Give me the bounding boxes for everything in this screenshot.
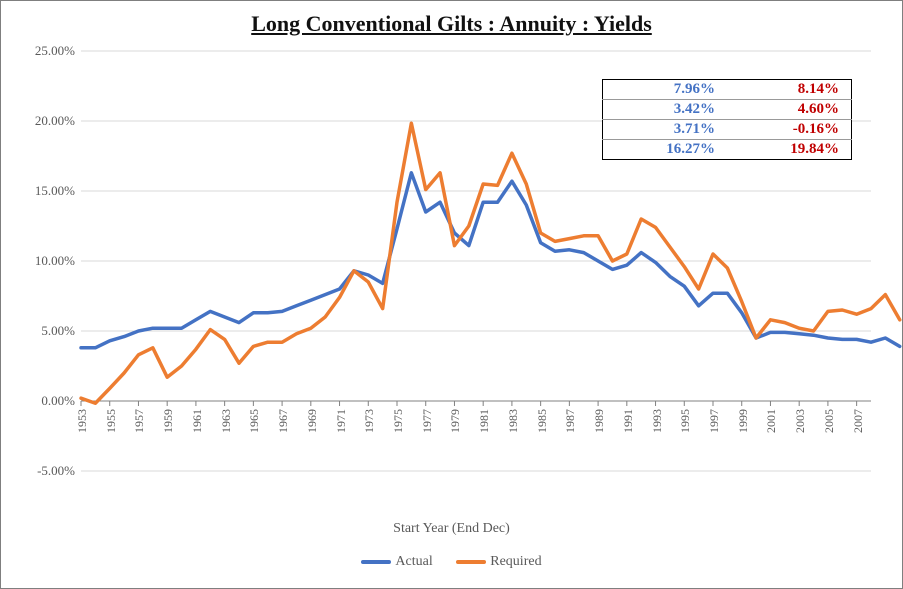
y-tick-label: 20.00% [35,113,75,129]
legend-label-actual: Actual [395,554,432,570]
legend-label-required: Required [490,554,541,570]
chart-title: Long Conventional Gilts : Annuity : Yiel… [1,11,902,37]
x-tick-label: 1993 [650,409,665,433]
y-tick-label: 15.00% [35,183,75,199]
y-tick-label: 5.00% [41,323,75,339]
stats-table: 7.96%8.14%3.42%4.60%3.71%-0.16%16.27%19.… [602,79,852,160]
legend-swatch-actual [361,560,391,564]
stats-cell-actual: 3.42% [603,100,728,120]
x-tick-label: 1959 [161,409,176,433]
x-tick-label: 1983 [506,409,521,433]
x-tick-label: 1987 [563,409,578,433]
stats-row: 16.27%19.84% [603,140,852,160]
x-tick-label: 1999 [736,409,751,433]
x-tick-label: 1975 [391,409,406,433]
stats-cell-required: 8.14% [727,80,852,100]
stats-row: 3.42%4.60% [603,100,852,120]
x-tick-label: 1989 [592,409,607,433]
x-tick-label: 1985 [535,409,550,433]
x-tick-label: 1963 [219,409,234,433]
x-tick-label: 1997 [707,409,722,433]
x-tick-label: 1969 [305,409,320,433]
stats-cell-required: 4.60% [727,100,852,120]
x-tick-label: 1979 [448,409,463,433]
x-tick-label: 1961 [190,409,205,433]
legend-item-actual: Actual [361,554,432,570]
stats-cell-actual: 7.96% [603,80,728,100]
x-tick-label: 1957 [132,409,147,433]
x-tick-label: 1953 [75,409,90,433]
x-tick-label: 2005 [822,409,837,433]
x-tick-label: 1955 [104,409,119,433]
chart-container: Long Conventional Gilts : Annuity : Yiel… [0,0,903,589]
stats-cell-actual: 3.71% [603,120,728,140]
x-tick-label: 1971 [334,409,349,433]
stats-cell-required: -0.16% [727,120,852,140]
legend: Actual Required [1,553,902,570]
x-axis-title: Start Year (End Dec) [1,521,902,537]
x-tick-label: 1965 [247,409,262,433]
y-tick-label: 25.00% [35,43,75,59]
stats-row: 3.71%-0.16% [603,120,852,140]
x-tick-label: 2001 [764,409,779,433]
stats-cell-required: 19.84% [727,140,852,160]
x-tick-label: 1977 [420,409,435,433]
x-tick-label: 2007 [851,409,866,433]
y-tick-label: -5.00% [37,463,75,479]
x-tick-label: 1995 [678,409,693,433]
x-tick-label: 1981 [477,409,492,433]
legend-item-required: Required [456,554,541,570]
y-tick-label: 0.00% [41,393,75,409]
x-tick-label: 1967 [276,409,291,433]
stats-row: 7.96%8.14% [603,80,852,100]
x-tick-label: 2003 [793,409,808,433]
stats-cell-actual: 16.27% [603,140,728,160]
legend-swatch-required [456,560,486,564]
x-tick-label: 1991 [621,409,636,433]
y-tick-label: 10.00% [35,253,75,269]
x-tick-label: 1973 [362,409,377,433]
